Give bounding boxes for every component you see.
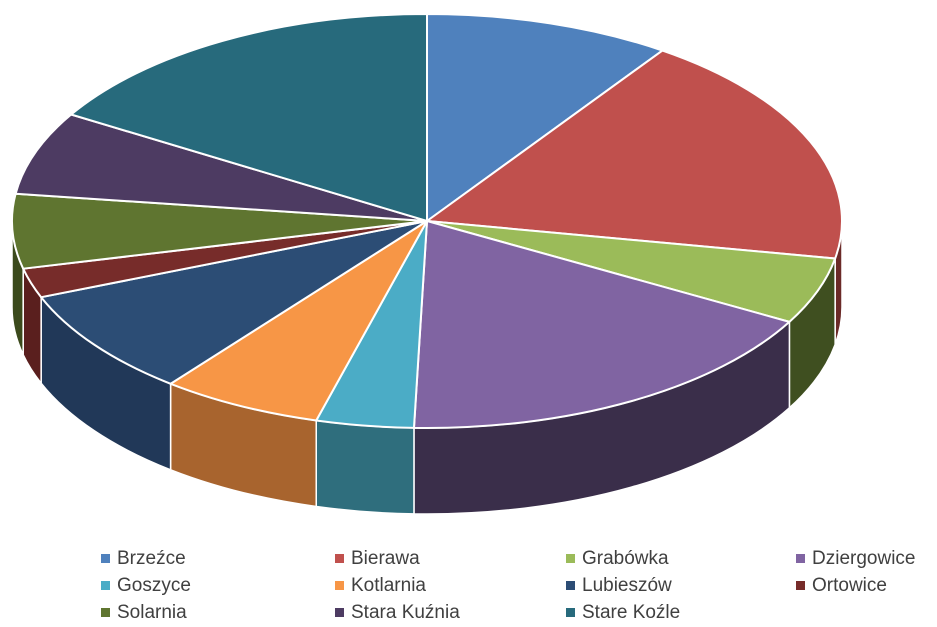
legend-item-stare-kozle: Stare Koźle <box>566 602 680 623</box>
legend-label: Lubieszów <box>582 575 672 596</box>
chart-legend: Brzeźce Bierawa Grabówka Dziergowice Goszyce… <box>101 548 915 623</box>
pie-slice-brzezce <box>426 13 664 222</box>
pie-slice-lubieszow <box>40 220 428 385</box>
legend-label: Stara Kuźnia <box>351 602 460 623</box>
legend-item-kotlarnia: Kotlarnia <box>335 575 426 596</box>
pie-slice-dziergowice <box>412 220 791 429</box>
legend-label: Solarnia <box>117 602 187 623</box>
pie-slice-stare-kozle <box>70 13 428 222</box>
pie-slice-bierawa <box>426 49 843 260</box>
legend-swatch <box>101 581 110 590</box>
legend-swatch <box>566 554 575 563</box>
legend-swatch <box>335 608 344 617</box>
legend-item-solarnia: Solarnia <box>101 602 187 623</box>
legend-item-grabowka: Grabówka <box>566 548 669 569</box>
legend-swatch <box>566 608 575 617</box>
legend-label: Brzeźce <box>117 548 186 569</box>
legend-swatch <box>335 581 344 590</box>
pie-slice-stara-kuznia <box>14 113 428 222</box>
pie-side-goszyce <box>315 419 415 515</box>
legend-swatch <box>101 554 110 563</box>
legend-item-goszyce: Goszyce <box>101 575 191 596</box>
legend-item-lubieszow: Lubieszów <box>566 575 672 596</box>
legend-label: Goszyce <box>117 575 191 596</box>
legend-label: Ortowice <box>812 575 887 596</box>
pie-slice-solarnia <box>11 192 428 270</box>
legend-label: Kotlarnia <box>351 575 426 596</box>
legend-item-bierawa: Bierawa <box>335 548 420 569</box>
legend-item-stara-kuznia: Stara Kuźnia <box>335 602 460 623</box>
pie-slices <box>11 13 843 429</box>
legend-swatch <box>101 608 110 617</box>
legend-label: Dziergowice <box>812 548 915 569</box>
legend-item-ortowice: Ortowice <box>796 575 887 596</box>
legend-item-dziergowice: Dziergowice <box>796 548 915 569</box>
legend-label: Bierawa <box>351 548 420 569</box>
legend-swatch <box>566 581 575 590</box>
legend-swatch <box>335 554 344 563</box>
legend-swatch <box>796 581 805 590</box>
pie-slice-kotlarnia <box>169 220 428 422</box>
legend-item-brzezce: Brzeźce <box>101 548 186 569</box>
legend-label: Stare Koźle <box>582 602 680 623</box>
legend-label: Grabówka <box>582 548 669 569</box>
legend-swatch <box>796 554 805 563</box>
